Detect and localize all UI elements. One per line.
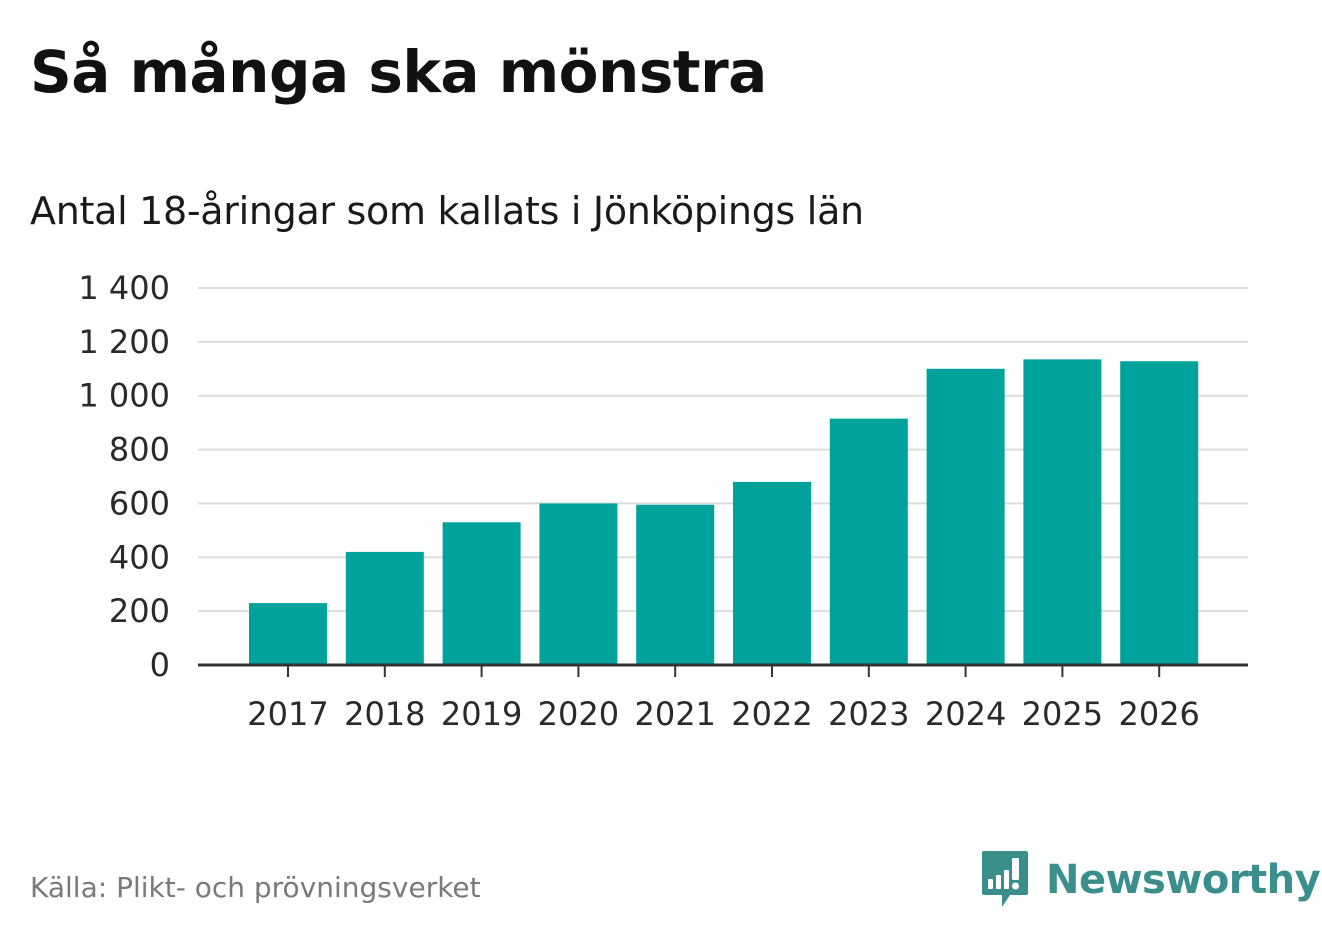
bar-2018 bbox=[345, 551, 424, 665]
y-tick-label: 800 bbox=[109, 431, 170, 469]
bar-2026 bbox=[1120, 361, 1199, 665]
x-tick-label: 2022 bbox=[731, 695, 812, 733]
bar-2024 bbox=[926, 368, 1005, 665]
bar-2019 bbox=[442, 522, 521, 665]
bar-2025 bbox=[1023, 359, 1102, 665]
newsworthy-logo-icon bbox=[982, 851, 1028, 907]
x-tick-label: 2019 bbox=[441, 695, 522, 733]
y-tick-label: 0 bbox=[150, 646, 170, 684]
bars bbox=[249, 359, 1199, 665]
y-tick-label: 1 000 bbox=[78, 377, 170, 415]
x-tick-label: 2021 bbox=[634, 695, 715, 733]
x-tick-label: 2024 bbox=[925, 695, 1006, 733]
x-tick-label: 2020 bbox=[538, 695, 619, 733]
y-tick-label: 200 bbox=[109, 592, 170, 630]
brand-logo: Newsworthy bbox=[980, 848, 1321, 912]
x-tick-label: 2025 bbox=[1022, 695, 1103, 733]
bar-2023 bbox=[829, 418, 908, 665]
bar-2020 bbox=[539, 503, 618, 665]
chart-title: Så många ska mönstra bbox=[30, 38, 767, 106]
bar-2021 bbox=[636, 504, 715, 665]
brand-name: Newsworthy bbox=[1046, 857, 1321, 903]
y-tick-label: 1 200 bbox=[78, 323, 170, 361]
chart-subtitle: Antal 18-åringar som kallats i Jönköping… bbox=[30, 189, 864, 233]
x-tick-label: 2023 bbox=[828, 695, 909, 733]
axes: 0 200 400 600 800 1 000 1 200 1 400 2017 2018 2019… bbox=[78, 269, 1248, 733]
y-tick-label: 600 bbox=[109, 484, 170, 522]
y-tick-label: 400 bbox=[109, 538, 170, 576]
x-tick-label: 2026 bbox=[1118, 695, 1199, 733]
bar-2022 bbox=[733, 481, 811, 665]
source-note: Källa: Plikt- och prövningsverket bbox=[30, 871, 481, 904]
y-tick-label: 1 400 bbox=[78, 269, 170, 307]
bar-2017 bbox=[249, 603, 327, 665]
x-tick-label: 2017 bbox=[247, 695, 328, 733]
x-tick-label: 2018 bbox=[344, 695, 425, 733]
